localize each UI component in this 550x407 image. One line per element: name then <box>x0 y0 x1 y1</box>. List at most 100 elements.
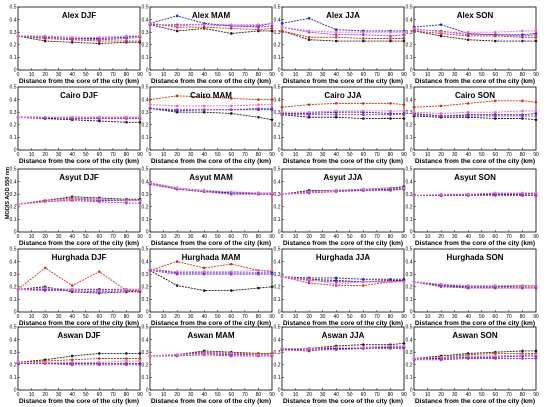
x-tick-label: 50 <box>479 314 485 320</box>
chart-panel: 0 0.1 0.2 0.3 0.4 0.5 0 10 20 30 40 50 60 70 80 90 Cairo… <box>142 85 275 165</box>
y-tick-label: 0.4 <box>10 97 17 103</box>
x-tick-label: 70 <box>242 72 248 78</box>
data-point <box>202 270 206 273</box>
x-tick-label: 90 <box>137 152 143 158</box>
x-tick-label: 0 <box>281 72 284 78</box>
y-tick-label: 0.3 <box>274 272 281 278</box>
data-point <box>307 38 311 42</box>
x-tick-label: 20 <box>438 392 444 398</box>
data-point <box>534 29 538 33</box>
series-line <box>150 354 272 357</box>
x-axis-label: Distance from the core of the city (km) <box>19 78 139 85</box>
x-tick-label: 60 <box>229 314 235 320</box>
data-point <box>439 192 443 196</box>
series-line <box>281 186 405 195</box>
data-point <box>466 357 470 360</box>
x-axis-label: Distance from the core of the city (km) <box>19 158 139 165</box>
x-tick-label: 20 <box>42 234 48 240</box>
data-point <box>125 39 128 43</box>
x-tick-label: 10 <box>293 72 299 78</box>
data-point <box>307 113 311 117</box>
y-tick-label: 0.1 <box>406 135 413 141</box>
y-tick-label: 0.4 <box>142 17 149 23</box>
data-point <box>70 284 74 287</box>
x-tick-label: 90 <box>533 234 539 240</box>
data-point <box>270 272 274 276</box>
data-point <box>148 354 152 358</box>
data-point <box>466 30 470 34</box>
panel-title: Cairo JJA <box>324 91 362 100</box>
x-tick-label: 60 <box>229 72 235 78</box>
x-tick-label: 10 <box>161 152 167 158</box>
y-tick-label: 0.3 <box>406 30 413 36</box>
data-point <box>534 353 538 357</box>
x-tick-label: 50 <box>83 234 89 240</box>
y-tick-label: 0.3 <box>274 192 281 198</box>
data-point <box>280 110 284 114</box>
series-line <box>413 354 536 359</box>
data-point <box>389 34 392 38</box>
series-line <box>281 26 405 37</box>
data-point <box>307 110 311 114</box>
data-point <box>125 352 128 355</box>
x-tick-label: 70 <box>506 392 512 398</box>
data-point <box>521 39 524 43</box>
data-point <box>389 280 392 284</box>
y-tick-label: 0.3 <box>10 272 17 278</box>
plot-frame <box>413 6 537 71</box>
x-tick-label: 90 <box>401 234 407 240</box>
x-axis-label: Distance from the core of the city (km) <box>19 240 139 247</box>
data-point <box>202 289 206 292</box>
data-point <box>202 104 206 108</box>
panel-title: Hurghada JJA <box>316 253 370 262</box>
data-point <box>70 363 74 367</box>
x-tick-label: 40 <box>69 314 75 320</box>
data-point <box>43 34 47 38</box>
panel-title: Asyut MAM <box>189 173 233 182</box>
data-point <box>402 280 406 284</box>
y-tick-label: 0 <box>278 230 281 236</box>
x-tick-label: 10 <box>29 152 35 158</box>
data-point <box>257 103 260 106</box>
y-tick-label: 0 <box>146 68 149 74</box>
x-tick-label: 50 <box>347 234 353 240</box>
x-tick-label: 80 <box>256 314 262 320</box>
data-point <box>230 354 233 358</box>
series-line <box>149 268 272 274</box>
x-tick-label: 90 <box>137 314 143 320</box>
x-tick-label: 70 <box>506 234 512 240</box>
x-tick-label: 40 <box>333 72 339 78</box>
series-line <box>281 187 404 195</box>
data-point <box>43 39 47 43</box>
y-tick-label: 0 <box>14 310 17 316</box>
y-tick-label: 0.1 <box>10 217 17 223</box>
data-point <box>412 194 416 197</box>
panel-title: Alex DJF <box>62 11 96 20</box>
data-point <box>362 113 365 117</box>
data-point <box>307 115 311 119</box>
series-line <box>18 35 140 38</box>
y-tick-label: 0.2 <box>406 43 413 49</box>
data-point <box>43 266 47 270</box>
x-tick-label: 0 <box>281 314 284 320</box>
plot-frame <box>281 326 405 391</box>
x-tick-label: 70 <box>242 152 248 158</box>
plot-frame <box>17 326 141 391</box>
y-tick-label: 0 <box>14 148 17 154</box>
data-point <box>257 28 260 31</box>
data-point <box>334 345 338 349</box>
series-line <box>413 192 536 196</box>
x-tick-label: 40 <box>465 152 471 158</box>
x-tick-label: 10 <box>425 234 431 240</box>
data-point <box>257 23 260 26</box>
data-point <box>307 103 311 106</box>
y-tick-label: 0.4 <box>10 17 17 23</box>
data-point <box>98 197 101 201</box>
x-tick-label: 40 <box>201 152 207 158</box>
series-line <box>149 269 272 275</box>
panel-title: Aswan JJA <box>322 331 365 340</box>
series-line <box>413 350 536 359</box>
series-line <box>413 114 536 117</box>
x-tick-label: 90 <box>401 314 407 320</box>
